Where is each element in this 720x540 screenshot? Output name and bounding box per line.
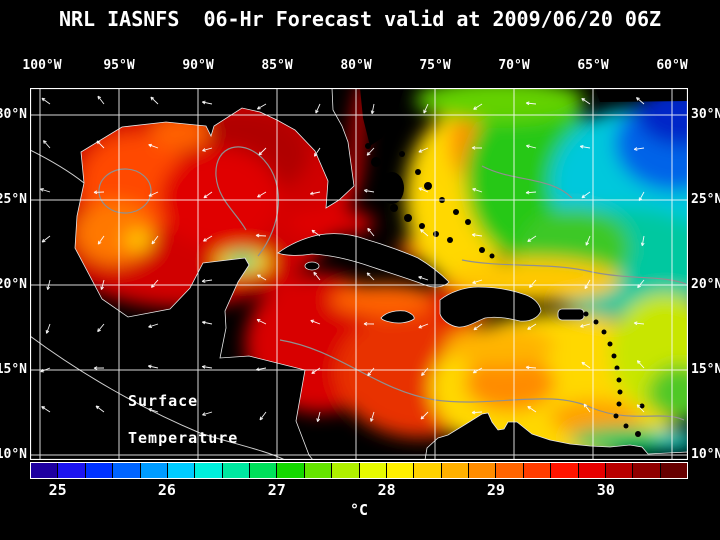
colorbar bbox=[30, 462, 688, 479]
lat-label: 15°N bbox=[691, 362, 720, 377]
colorbar-unit: °C bbox=[349, 501, 369, 519]
land-mask bbox=[30, 88, 688, 460]
colorbar-ticks: 25 26 27 28 29 30 bbox=[30, 481, 688, 499]
lat-label: 20°N bbox=[691, 277, 720, 292]
lat-label: 10°N bbox=[691, 447, 720, 462]
cuba-land bbox=[277, 233, 450, 288]
page-title: NRL IASNFS 06-Hr Forecast valid at 2009/… bbox=[58, 7, 662, 31]
colorbar-segment bbox=[167, 463, 195, 478]
south-america-land bbox=[424, 412, 688, 460]
colorbar-segment bbox=[85, 463, 113, 478]
colorbar-segment bbox=[58, 463, 85, 478]
colorbar-segment bbox=[496, 463, 523, 478]
colorbar-tick-label: 27 bbox=[267, 481, 286, 499]
bahamas-islands bbox=[365, 143, 495, 259]
lat-label: 20°N bbox=[0, 277, 27, 292]
isle-of-youth-land bbox=[304, 261, 320, 271]
lesser-antilles-islands bbox=[583, 311, 645, 437]
temperature-field bbox=[30, 88, 688, 460]
hispaniola-land bbox=[439, 286, 542, 328]
vector-arrows bbox=[40, 95, 645, 422]
colorbar-segment bbox=[304, 463, 332, 478]
lat-label: 10°N bbox=[0, 447, 27, 462]
colorbar-tick-label: 28 bbox=[377, 481, 396, 499]
lon-label: 85°W bbox=[261, 58, 293, 73]
colorbar-tick-label: 29 bbox=[486, 481, 505, 499]
graticule bbox=[30, 88, 688, 460]
colorbar-segment bbox=[222, 463, 249, 478]
colorbar-segment bbox=[523, 463, 551, 478]
lat-label: 30°N bbox=[691, 107, 720, 122]
lon-label: 100°W bbox=[22, 58, 62, 73]
colorbar-segment bbox=[633, 463, 660, 478]
colorbar-tick-label: 30 bbox=[596, 481, 615, 499]
colorbar-segment bbox=[332, 463, 359, 478]
colorbar-segment bbox=[359, 463, 386, 478]
colorbar-segment bbox=[605, 463, 633, 478]
colorbar-tick-label: 25 bbox=[48, 481, 67, 499]
colorbar-segment bbox=[386, 463, 414, 478]
sst-map-canvas bbox=[29, 87, 689, 461]
longitude-axis: 100°W 95°W 90°W 85°W 80°W 75°W 70°W 65°W… bbox=[0, 58, 720, 74]
lat-label: 15°N bbox=[0, 362, 27, 377]
lon-label: 75°W bbox=[419, 58, 451, 73]
lon-label: 95°W bbox=[103, 58, 135, 73]
puerto-rico-land bbox=[557, 308, 585, 321]
colorbar-segment bbox=[660, 463, 687, 478]
colorbar-segment bbox=[277, 463, 304, 478]
lon-label: 60°W bbox=[656, 58, 688, 73]
colorbar-segment bbox=[195, 463, 222, 478]
colorbar-segment bbox=[578, 463, 605, 478]
lon-label: 80°W bbox=[340, 58, 372, 73]
lon-label: 90°W bbox=[182, 58, 214, 73]
colorbar-segment bbox=[414, 463, 441, 478]
lat-label: 30°N bbox=[0, 107, 27, 122]
colorbar-segment bbox=[31, 463, 58, 478]
jamaica-land bbox=[380, 310, 415, 324]
contour-lines bbox=[98, 146, 687, 421]
map-annotation-surface: Surface bbox=[128, 392, 199, 410]
lon-label: 70°W bbox=[498, 58, 530, 73]
lon-label: 65°W bbox=[577, 58, 609, 73]
map-frame bbox=[29, 87, 689, 461]
colorbar-segment bbox=[469, 463, 496, 478]
map-annotation-temperature: Temperature bbox=[128, 429, 239, 447]
colorbar-segment bbox=[113, 463, 140, 478]
domain-corner-mask bbox=[595, 88, 688, 102]
colorbar-segment bbox=[140, 463, 167, 478]
latitude-axis-right: 30°N 25°N 20°N 15°N 10°N bbox=[690, 0, 720, 540]
colorbar-segment bbox=[441, 463, 468, 478]
colorbar-segment bbox=[250, 463, 277, 478]
latitude-axis-left: 30°N 25°N 20°N 15°N 10°N bbox=[0, 0, 29, 540]
colorbar-tick-label: 26 bbox=[157, 481, 176, 499]
atlantic-mask-wedge bbox=[360, 88, 404, 146]
sst-map bbox=[29, 87, 689, 461]
pacific-coastline bbox=[30, 149, 286, 460]
lat-label: 25°N bbox=[0, 192, 27, 207]
colorbar-segment bbox=[551, 463, 578, 478]
lat-label: 25°N bbox=[691, 192, 720, 207]
